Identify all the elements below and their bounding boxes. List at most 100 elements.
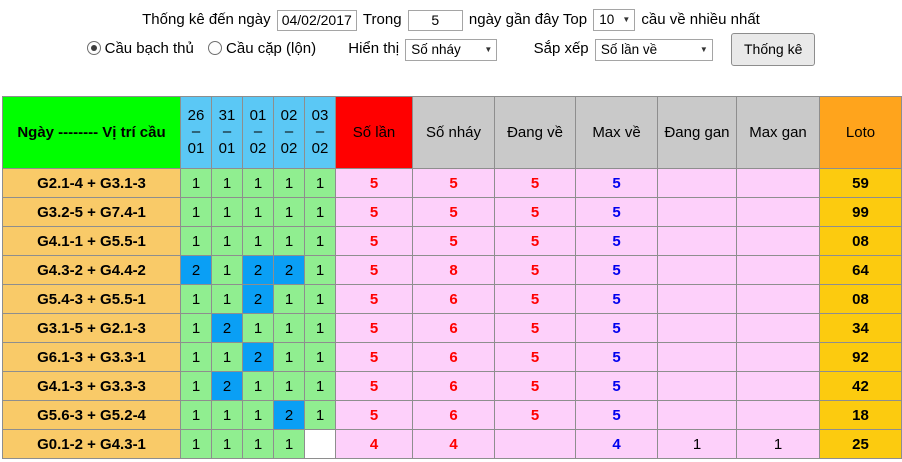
table-header: Ngày -------- Vị trí cầu 26–01 31–01 01–…	[2, 96, 902, 169]
max-gan-cell	[736, 197, 820, 227]
loto-cell: 64	[819, 255, 902, 285]
dang-gan-cell	[657, 255, 737, 285]
dang-ve-cell: 5	[494, 197, 576, 227]
dang-gan-cell	[657, 168, 737, 198]
day-hit-cell: 1	[211, 168, 243, 198]
day-hit-cell: 1	[211, 255, 243, 285]
so-lan-cell: 5	[335, 168, 413, 198]
col-header-date-4: 02–02	[273, 96, 305, 169]
dang-gan-cell	[657, 197, 737, 227]
lottery-stats-table: Ngày -------- Vị trí cầu 26–01 31–01 01–…	[2, 96, 902, 459]
day-hit-cell: 1	[180, 371, 212, 401]
display-mode-value: Số nháy	[411, 41, 461, 57]
col-header-dang-gan: Đang gan	[657, 96, 737, 169]
recent-top-label: ngày gần đây Top	[468, 11, 588, 28]
day-hit-cell: 1	[304, 313, 336, 343]
day-hit-cell: 1	[180, 313, 212, 343]
max-ve-cell: 5	[575, 226, 658, 256]
day-hit-cell: 1	[180, 284, 212, 314]
dang-ve-cell	[494, 429, 576, 459]
so-lan-cell: 5	[335, 226, 413, 256]
max-ve-cell: 5	[575, 197, 658, 227]
max-gan-cell	[736, 255, 820, 285]
loto-cell: 08	[819, 226, 902, 256]
cau-position-cell: G3.1-5 + G2.1-3	[2, 313, 181, 343]
so-lan-cell: 5	[335, 197, 413, 227]
loto-cell: 42	[819, 371, 902, 401]
dang-ve-cell: 5	[494, 400, 576, 430]
dang-ve-cell: 5	[494, 342, 576, 372]
day-hit-cell: 1	[273, 371, 305, 401]
col-header-date-1: 26–01	[180, 96, 212, 169]
col-header-date-5: 03–02	[304, 96, 336, 169]
sort-mode-select[interactable]: Số lần về ▼	[594, 38, 713, 61]
day-hit-cell: 1	[304, 400, 336, 430]
day-hit-cell: 2	[211, 371, 243, 401]
top-count-select[interactable]: 10 ▼	[593, 9, 636, 32]
date-input[interactable]	[276, 9, 357, 31]
radio-selected-icon[interactable]	[86, 41, 101, 56]
cau-position-cell: G4.3-2 + G4.4-2	[2, 255, 181, 285]
table-row: G4.1-3 + G3.3-3 1 2 1 1 1 5 6 5 5 42	[2, 371, 902, 401]
so-lan-cell: 5	[335, 284, 413, 314]
max-gan-cell	[736, 400, 820, 430]
table-row: G0.1-2 + G4.3-1 1 1 1 1 4 4 4 1 1 25	[2, 429, 902, 459]
day-hit-cell: 1	[242, 313, 274, 343]
day-hit-cell: 1	[304, 168, 336, 198]
chevron-down-icon: ▼	[484, 44, 493, 54]
so-nhay-cell: 5	[412, 197, 495, 227]
table-row: G2.1-4 + G3.1-3 1 1 1 1 1 5 5 5 5 59	[2, 168, 902, 198]
cau-position-cell: G6.1-3 + G3.3-1	[2, 342, 181, 372]
sort-label: Sắp xếp	[533, 40, 589, 58]
display-mode-select[interactable]: Số nháy ▼	[405, 38, 498, 61]
col-header-position: Ngày -------- Vị trí cầu	[2, 96, 181, 169]
day-hit-cell: 1	[242, 226, 274, 256]
col-header-loto: Loto	[819, 96, 902, 169]
day-hit-cell: 2	[242, 342, 274, 372]
radio-cau-cap[interactable]: Cầu cặp (lộn)	[208, 40, 316, 57]
loto-cell: 34	[819, 313, 902, 343]
so-nhay-cell: 6	[412, 313, 495, 343]
table-row: G3.2-5 + G7.4-1 1 1 1 1 1 5 5 5 5 99	[2, 197, 902, 227]
dang-ve-cell: 5	[494, 371, 576, 401]
table-row: G4.1-1 + G5.5-1 1 1 1 1 1 5 5 5 5 08	[2, 226, 902, 256]
thong-ke-button[interactable]: Thống kê	[731, 33, 816, 66]
day-hit-cell: 1	[273, 313, 305, 343]
table-row: G6.1-3 + G3.3-1 1 1 2 1 1 5 6 5 5 92	[2, 342, 902, 372]
radio-unselected-icon[interactable]	[208, 41, 223, 56]
dang-gan-cell	[657, 313, 737, 343]
day-hit-cell: 1	[304, 371, 336, 401]
so-lan-cell: 4	[335, 429, 413, 459]
max-gan-cell	[736, 313, 820, 343]
day-hit-cell: 1	[211, 400, 243, 430]
cau-position-cell: G4.1-3 + G3.3-3	[2, 371, 181, 401]
day-hit-cell: 2	[242, 284, 274, 314]
so-nhay-cell: 6	[412, 400, 495, 430]
dang-ve-cell: 5	[494, 284, 576, 314]
display-label: Hiển thị	[348, 40, 400, 58]
day-hit-cell: 1	[211, 429, 243, 459]
col-header-date-2: 31–01	[211, 96, 243, 169]
max-ve-cell: 5	[575, 313, 658, 343]
day-hit-cell: 1	[180, 168, 212, 198]
day-hit-cell: 2	[180, 255, 212, 285]
day-hit-cell: 1	[273, 197, 305, 227]
controls-line-2: Cầu bạch thủ Cầu cặp (lộn) Hiển thị Số n…	[0, 33, 902, 66]
day-hit-cell: 1	[180, 342, 212, 372]
col-header-dang-ve: Đang về	[494, 96, 576, 169]
col-header-max-ve: Max về	[575, 96, 658, 169]
dang-gan-cell	[657, 400, 737, 430]
days-input[interactable]	[407, 9, 463, 31]
max-gan-cell	[736, 168, 820, 198]
radio-cau-bach-thu[interactable]: Cầu bạch thủ	[86, 40, 194, 57]
max-ve-cell: 5	[575, 400, 658, 430]
so-nhay-cell: 6	[412, 371, 495, 401]
max-gan-cell	[736, 342, 820, 372]
loto-cell: 25	[819, 429, 902, 459]
loto-cell: 92	[819, 342, 902, 372]
day-hit-cell: 1	[211, 342, 243, 372]
max-gan-cell	[736, 284, 820, 314]
table-row: G3.1-5 + G2.1-3 1 2 1 1 1 5 6 5 5 34	[2, 313, 902, 343]
day-hit-cell: 1	[273, 226, 305, 256]
cau-position-cell: G4.1-1 + G5.5-1	[2, 226, 181, 256]
